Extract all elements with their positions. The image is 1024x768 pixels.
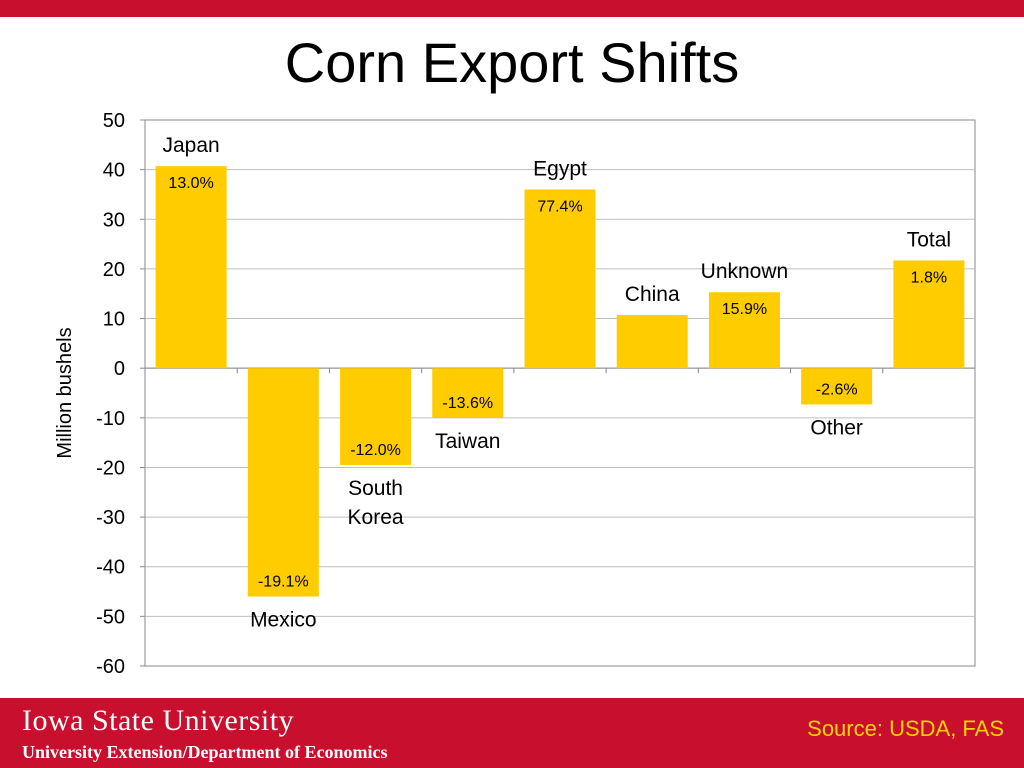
y-tick-label: -20: [96, 457, 125, 479]
bar-chart: 50 40 30 20 10 0 -10 -20 -30 -40 -50 -60 Million bus…: [54, 110, 976, 678]
category-label: Total: [907, 228, 951, 251]
bar-egypt: [524, 189, 596, 369]
y-tick-label: -30: [96, 507, 125, 529]
slide-title: Corn Export Shifts: [284, 31, 740, 94]
y-tick-label: -10: [96, 408, 125, 430]
bar-other: [801, 368, 873, 405]
bar-percent-label: -19.1%: [258, 574, 309, 591]
category-label: Egypt: [533, 157, 587, 180]
bar-percent-label: 77.4%: [537, 198, 582, 215]
y-axis-label: Million bushels: [54, 327, 76, 458]
bar-japan: [155, 166, 227, 369]
category-label: China: [625, 283, 680, 306]
bar-south-korea: [340, 368, 412, 465]
footer-bar: Iowa State University University Extensi…: [0, 698, 1024, 768]
bar-percent-label: 15.9%: [722, 301, 767, 318]
department-text: University Extension/Department of Econo…: [22, 742, 388, 762]
y-tick-label: 30: [103, 209, 125, 231]
category-label: Taiwan: [435, 430, 500, 453]
bar-percent-label: -13.6%: [442, 395, 493, 412]
bar-percent-label: -2.6%: [816, 381, 858, 398]
bar-unknown: [708, 292, 780, 369]
top-accent-bar: [0, 0, 1024, 17]
y-tick-label: 0: [114, 358, 125, 380]
y-tick-label: 40: [103, 160, 125, 182]
bar-percent-label: -12.0%: [350, 442, 401, 459]
category-label: Unknown: [701, 260, 789, 283]
category-label: Mexico: [250, 609, 317, 632]
category-label: Japan: [163, 134, 220, 157]
bar-taiwan: [432, 368, 504, 418]
university-logo-text: Iowa State University: [22, 704, 295, 737]
bar-mexico: [247, 368, 319, 597]
bar-china: [616, 315, 688, 369]
bar-percent-label: 13.0%: [168, 175, 213, 192]
y-tick-label: 20: [103, 259, 125, 281]
source-text: Source: USDA, FAS: [807, 716, 1004, 741]
category-label: Other: [810, 416, 863, 439]
y-tick-label: -50: [96, 606, 125, 628]
bar-percent-label: 1.8%: [911, 269, 947, 286]
category-label: Korea: [348, 506, 404, 529]
y-tick-label: -60: [96, 656, 125, 678]
y-tick-label: 50: [103, 110, 125, 132]
y-tick-label: -40: [96, 557, 125, 579]
category-label: South: [348, 477, 403, 500]
y-tick-label: 10: [103, 309, 125, 331]
bar-total: [893, 260, 965, 369]
